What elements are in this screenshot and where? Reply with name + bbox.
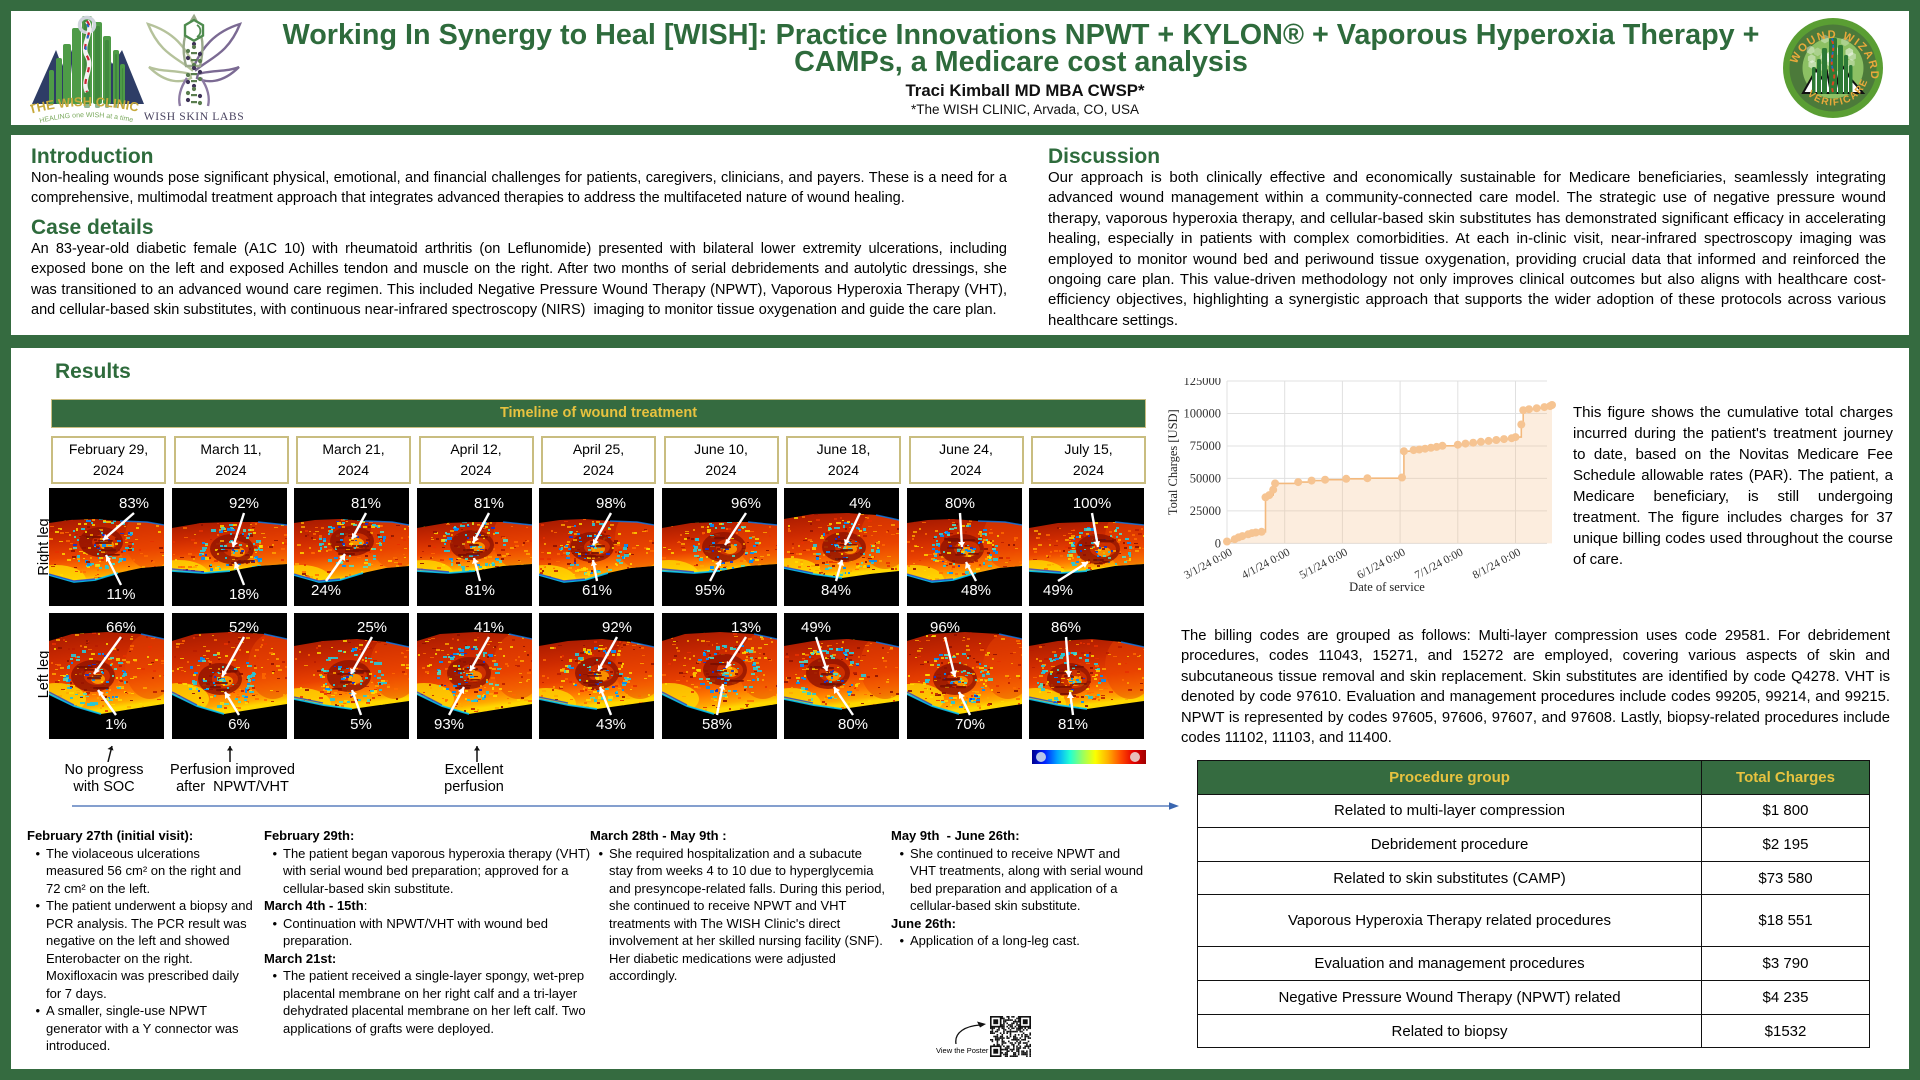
svg-text:4%: 4% [849, 495, 871, 512]
svg-text:125000: 125000 [1184, 378, 1222, 388]
svg-text:81%: 81% [473, 495, 503, 512]
svg-text:5%: 5% [350, 716, 372, 733]
svg-text:70%: 70% [954, 716, 984, 733]
svg-text:93%: 93% [433, 716, 463, 733]
svg-text:8/1/24 0:00: 8/1/24 0:00 [1471, 546, 1523, 581]
svg-text:95%: 95% [694, 582, 724, 599]
svg-text:18%: 18% [228, 586, 258, 603]
svg-text:96%: 96% [929, 619, 959, 636]
svg-text:WISH SKIN LABS: WISH SKIN LABS [144, 110, 244, 123]
svg-text:81%: 81% [1058, 716, 1088, 733]
svg-text:5/1/24 0:00: 5/1/24 0:00 [1298, 546, 1350, 581]
svg-text:50000: 50000 [1190, 471, 1221, 485]
svg-text:80%: 80% [944, 495, 974, 512]
svg-text:41%: 41% [473, 619, 503, 636]
svg-text:83%: 83% [119, 495, 149, 512]
svg-text:52%: 52% [228, 619, 258, 636]
svg-text:HEALING one WISH at a time: HEALING one WISH at a time [39, 112, 134, 124]
svg-text:100%: 100% [1073, 495, 1111, 512]
svg-text:11%: 11% [107, 586, 136, 603]
svg-text:81%: 81% [464, 582, 494, 599]
svg-text:84%: 84% [821, 582, 851, 599]
svg-text:25%: 25% [357, 619, 387, 636]
svg-text:24%: 24% [311, 582, 341, 599]
svg-text:96%: 96% [730, 495, 760, 512]
svg-text:92%: 92% [602, 619, 632, 636]
svg-text:48%: 48% [960, 582, 990, 599]
svg-text:25000: 25000 [1190, 504, 1221, 518]
svg-text:3/1/24 0:00: 3/1/24 0:00 [1182, 546, 1234, 581]
svg-text:98%: 98% [596, 495, 626, 512]
svg-text:6/1/24 0:00: 6/1/24 0:00 [1355, 546, 1407, 581]
svg-text:92%: 92% [228, 495, 258, 512]
svg-text:43%: 43% [596, 716, 626, 733]
svg-text:7/1/24 0:00: 7/1/24 0:00 [1413, 546, 1465, 581]
svg-text:4/1/24 0:00: 4/1/24 0:00 [1240, 546, 1292, 581]
svg-text:86%: 86% [1051, 619, 1081, 636]
svg-text:75000: 75000 [1190, 439, 1221, 453]
svg-text:100000: 100000 [1184, 407, 1222, 421]
svg-text:49%: 49% [801, 619, 831, 636]
svg-text:49%: 49% [1043, 582, 1073, 599]
svg-text:61%: 61% [582, 582, 612, 599]
svg-text:1%: 1% [105, 716, 127, 733]
svg-text:6%: 6% [228, 716, 250, 733]
svg-text:58%: 58% [701, 716, 731, 733]
svg-text:81%: 81% [351, 495, 381, 512]
svg-text:66%: 66% [106, 619, 136, 636]
svg-text:13%: 13% [730, 619, 760, 636]
svg-text:80%: 80% [838, 716, 868, 733]
svg-text:0: 0 [1215, 536, 1221, 550]
